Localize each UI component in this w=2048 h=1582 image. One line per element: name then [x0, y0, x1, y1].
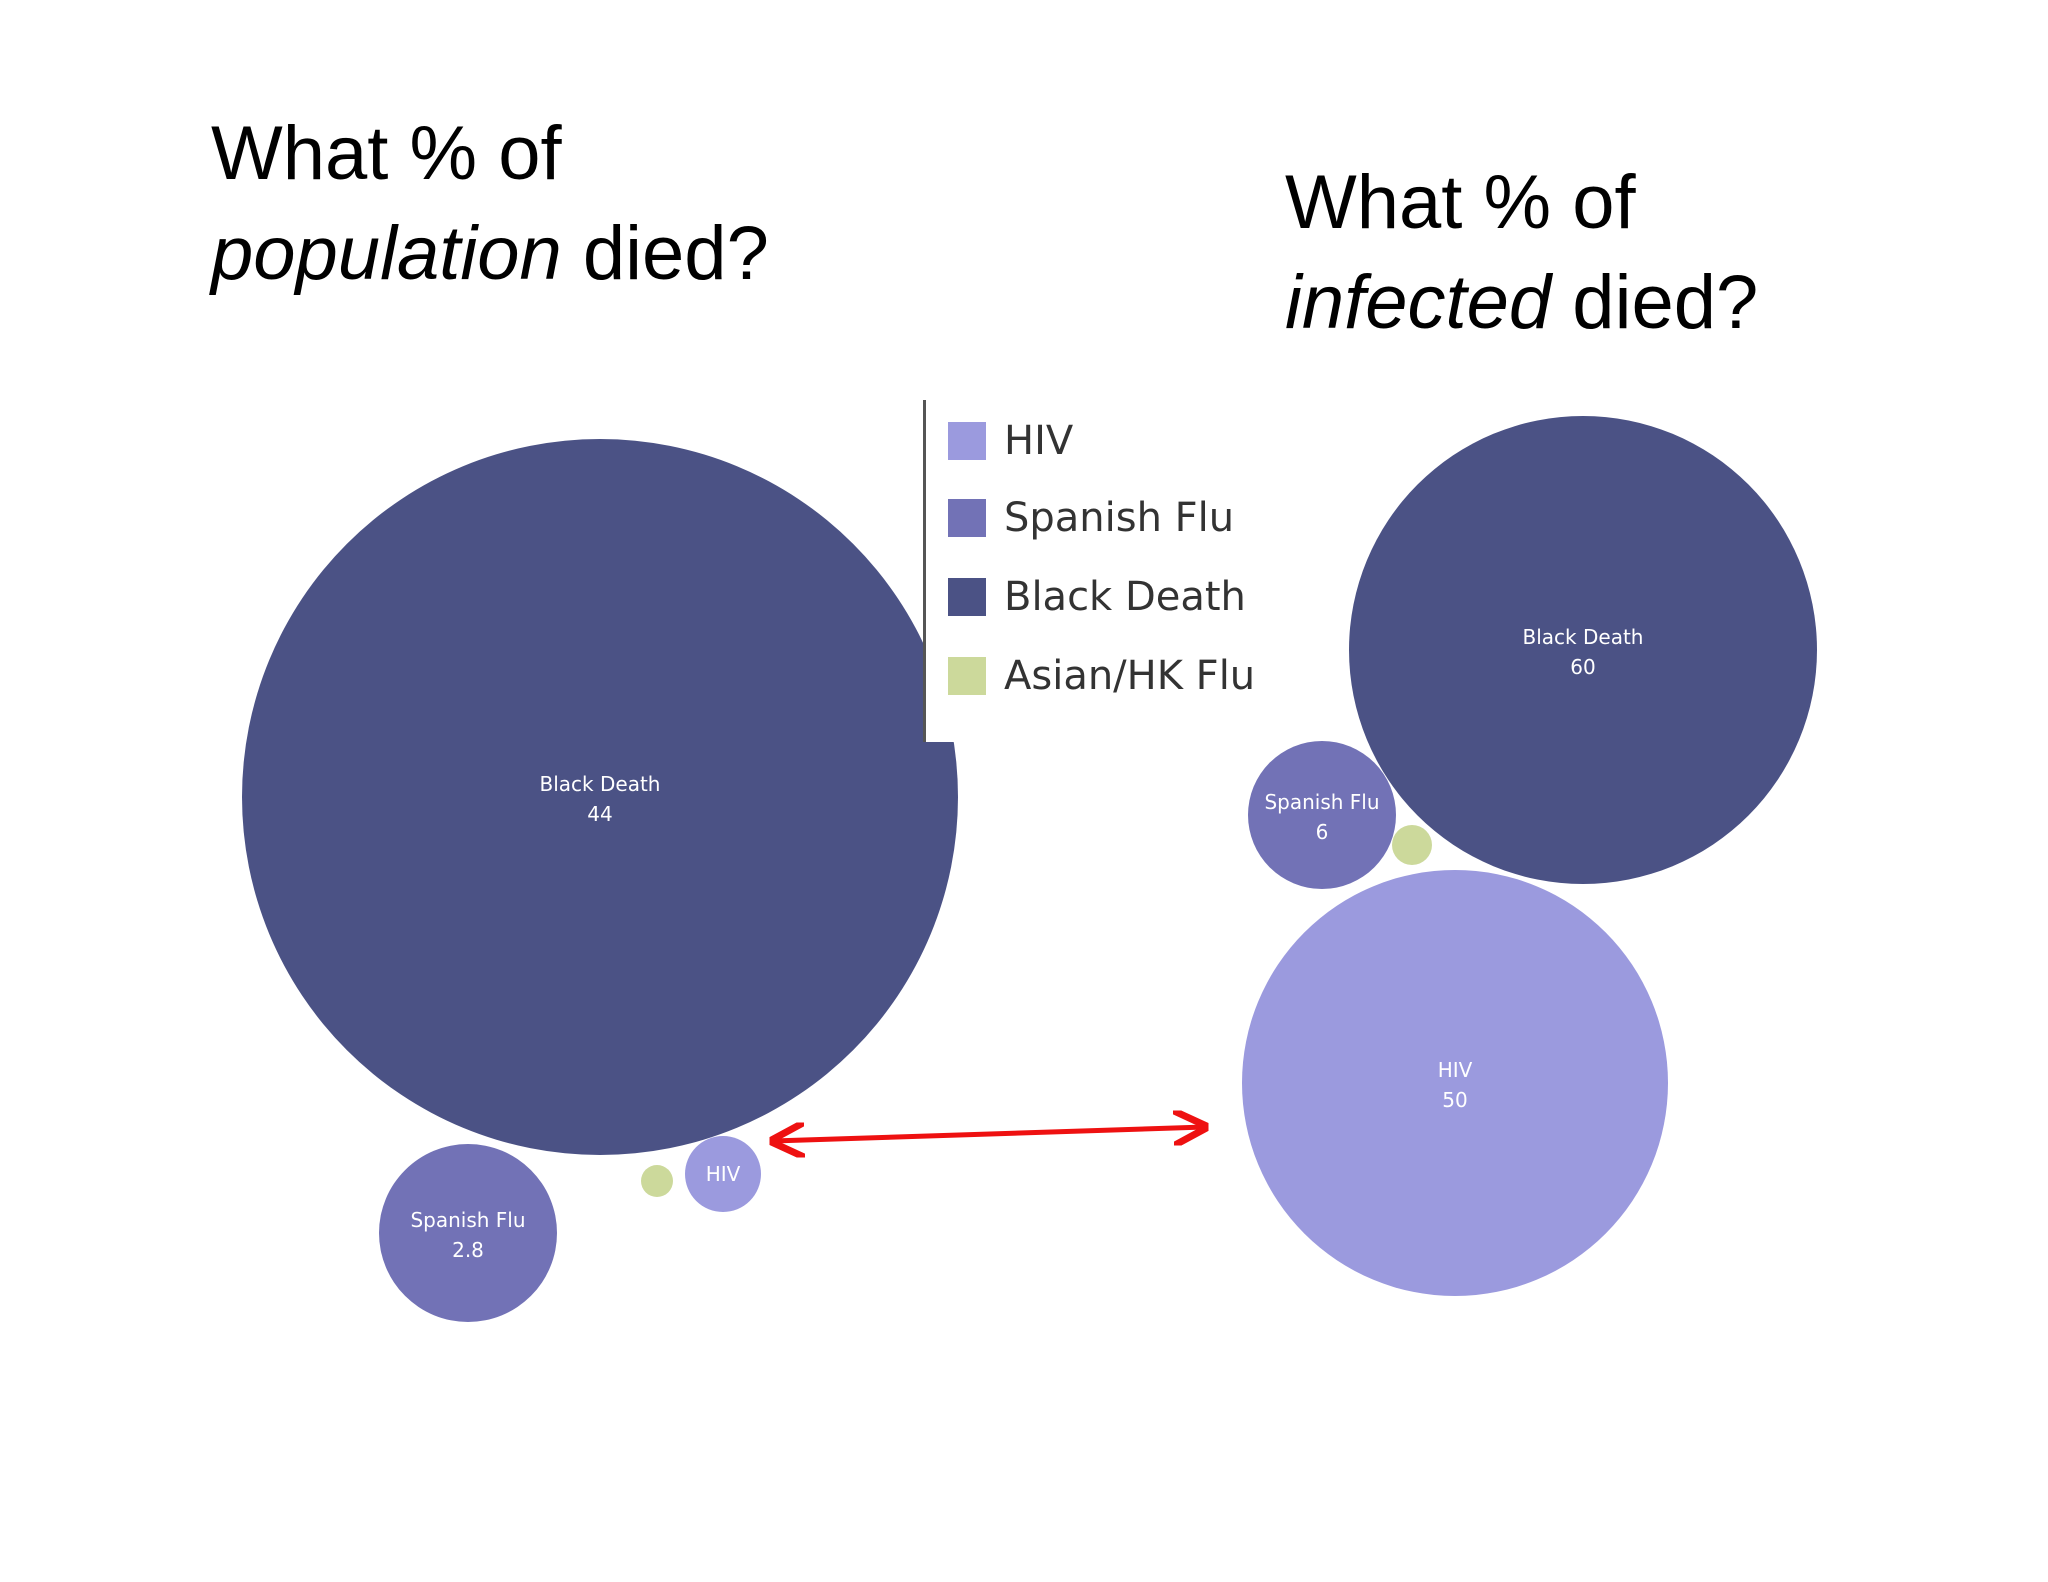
bubble-black-death	[1349, 416, 1817, 884]
bubble-asian-hk-flu	[1392, 825, 1432, 865]
headline-right-line1: What % of	[1285, 160, 1636, 245]
headline-population: What % of population died?	[211, 104, 769, 304]
bubble-asian-hk-flu	[641, 1165, 673, 1197]
bubble-hiv	[685, 1136, 761, 1212]
legend-item: HIV	[948, 411, 1073, 471]
headline-infected: What % of infected died?	[1285, 153, 1758, 353]
legend-item: Asian/HK Flu	[948, 646, 1255, 706]
legend: HIV Spanish Flu Black Death Asian/HK Flu	[923, 400, 1256, 742]
bubble-spanish-flu	[1248, 741, 1396, 889]
infected-bubble-chart: Black Death 60 HIV 50 Spanish Flu 6	[1242, 416, 1817, 1296]
legend-label: HIV	[1004, 418, 1074, 464]
legend-label: Black Death	[1004, 574, 1246, 620]
bubble-value-spanish-flu: 2.8	[452, 1238, 484, 1262]
bubble-value-hiv: 50	[1442, 1088, 1467, 1112]
bubble-label-spanish-flu: Spanish Flu	[1264, 790, 1379, 814]
bubble-value-spanish-flu: 6	[1316, 820, 1329, 844]
bubble-spanish-flu	[379, 1144, 557, 1322]
legend-swatch	[948, 578, 986, 616]
bubble-value-black-death: 44	[587, 802, 612, 826]
bubble-label-spanish-flu: Spanish Flu	[410, 1208, 525, 1232]
headline-left-rest: died?	[561, 211, 769, 296]
comparison-arrow	[773, 1127, 1205, 1141]
bubble-label-hiv: HIV	[706, 1162, 741, 1186]
bubble-label-hiv: HIV	[1438, 1058, 1473, 1082]
legend-swatch	[948, 499, 986, 537]
bubble-black-death	[242, 439, 958, 1155]
legend-label: Asian/HK Flu	[1004, 653, 1256, 699]
headline-left-line1: What % of	[211, 111, 562, 196]
legend-item: Black Death	[948, 567, 1246, 627]
bubble-hiv	[1242, 870, 1668, 1296]
population-bubble-chart: Black Death 44 Spanish Flu 2.8 HIV	[242, 439, 958, 1322]
bubble-label-black-death: Black Death	[540, 772, 661, 796]
headline-left-line2: population died?	[211, 204, 769, 304]
legend-label: Spanish Flu	[1004, 495, 1235, 541]
headline-left-emphasis: population	[211, 211, 562, 296]
headline-right-rest: died?	[1551, 260, 1759, 345]
legend-swatch	[948, 422, 986, 460]
headline-right-emphasis: infected	[1285, 260, 1552, 345]
legend-item: Spanish Flu	[948, 488, 1234, 548]
bubble-value-black-death: 60	[1570, 655, 1595, 679]
bubble-label-black-death: Black Death	[1523, 625, 1644, 649]
legend-swatch	[948, 657, 986, 695]
headline-right-line2: infected died?	[1285, 253, 1758, 353]
